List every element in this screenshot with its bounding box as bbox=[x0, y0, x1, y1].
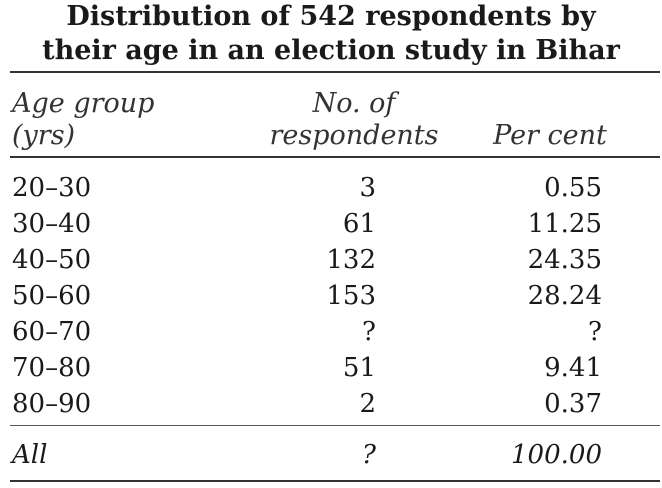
cell-respondents: ? bbox=[362, 317, 376, 347]
header-num-line-2: respondents bbox=[269, 120, 439, 151]
cell-age: 30–40 bbox=[12, 209, 92, 239]
cell-per-cent: ? bbox=[588, 317, 602, 347]
title-line-1: Distribution of 542 respondents by bbox=[66, 1, 596, 32]
total-row: All ? 100.00 bbox=[0, 437, 662, 473]
cell-age: 50–60 bbox=[12, 281, 92, 311]
table-row: 80–90 2 0.37 bbox=[0, 386, 662, 422]
cell-respondents: 132 bbox=[326, 245, 376, 275]
table-row: 70–80 51 9.41 bbox=[0, 350, 662, 386]
total-rule bbox=[10, 425, 660, 426]
header-respondents: No. of respondents bbox=[262, 88, 446, 152]
header-age-group: Age group (yrs) bbox=[12, 88, 154, 152]
cell-respondents: 2 bbox=[359, 389, 376, 419]
cell-age: 60–70 bbox=[12, 317, 92, 347]
cell-age: 40–50 bbox=[12, 245, 92, 275]
cell-respondents: 3 bbox=[359, 173, 376, 203]
cell-age: 70–80 bbox=[12, 353, 92, 383]
title-line-2: their age in an election study in Bihar bbox=[42, 35, 620, 66]
cell-respondents: 153 bbox=[326, 281, 376, 311]
cell-per-cent: 11.25 bbox=[527, 209, 602, 239]
table-row: 50–60 153 28.24 bbox=[0, 278, 662, 314]
table-row: 20–30 3 0.55 bbox=[0, 170, 662, 206]
cell-per-cent: 9.41 bbox=[544, 353, 602, 383]
cell-per-cent-total: 100.00 bbox=[511, 440, 602, 470]
bottom-rule bbox=[10, 480, 660, 482]
table-row: 60–70 ? ? bbox=[0, 314, 662, 350]
cell-respondents: 61 bbox=[342, 209, 376, 239]
table-row: 30–40 61 11.25 bbox=[0, 206, 662, 242]
cell-per-cent: 0.55 bbox=[544, 173, 602, 203]
table-title: Distribution of 542 respondents by their… bbox=[0, 0, 662, 68]
cell-age: 80–90 bbox=[12, 389, 92, 419]
table-row: 40–50 132 24.35 bbox=[0, 242, 662, 278]
cell-per-cent: 0.37 bbox=[544, 389, 602, 419]
header-rule bbox=[10, 156, 660, 158]
cell-per-cent: 24.35 bbox=[527, 245, 602, 275]
header-age-line-2: (yrs) bbox=[12, 120, 76, 151]
cell-respondents-total: ? bbox=[362, 440, 376, 470]
header-age-line-1: Age group bbox=[12, 88, 155, 119]
cell-per-cent: 28.24 bbox=[527, 281, 602, 311]
cell-age-total: All bbox=[12, 440, 48, 470]
top-rule bbox=[10, 71, 660, 73]
header-per-cent: Per cent bbox=[493, 120, 607, 151]
header-num-line-1: No. of bbox=[312, 88, 396, 119]
cell-respondents: 51 bbox=[342, 353, 376, 383]
cell-age: 20–30 bbox=[12, 173, 92, 203]
